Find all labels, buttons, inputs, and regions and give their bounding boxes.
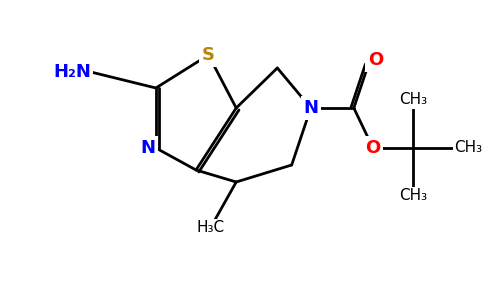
Text: N: N [141, 139, 156, 157]
Text: O: O [365, 139, 380, 157]
Text: N: N [303, 99, 318, 117]
Text: S: S [202, 46, 215, 64]
Text: O: O [368, 51, 383, 69]
Text: CH₃: CH₃ [399, 188, 427, 203]
Text: H₂N: H₂N [53, 63, 91, 81]
Text: CH₃: CH₃ [399, 92, 427, 107]
Text: H₃C: H₃C [197, 220, 225, 236]
Text: CH₃: CH₃ [454, 140, 483, 155]
